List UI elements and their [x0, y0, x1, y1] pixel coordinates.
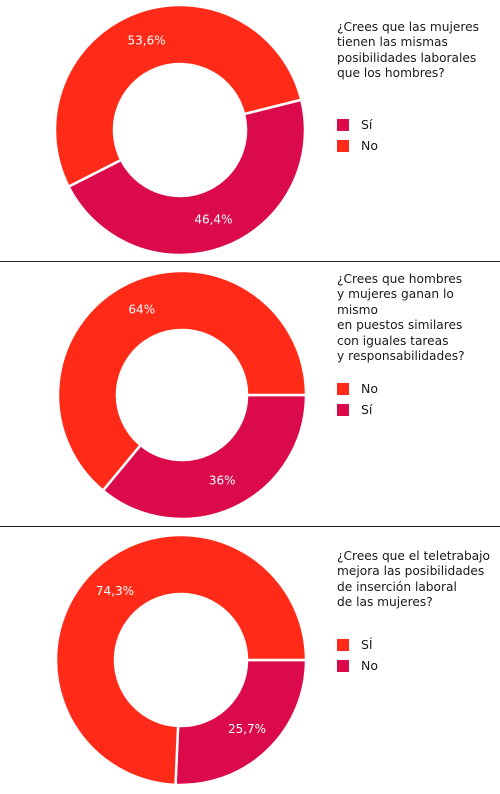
donut-chart-2: 36% 64%	[0, 262, 320, 526]
donut-chart-1: 46,4% 53,6%	[0, 0, 320, 261]
legend-item: No	[337, 378, 378, 399]
legend-label: No	[361, 138, 378, 153]
donut-chart-1-svg: 46,4% 53,6%	[53, 3, 307, 257]
chart-panel-1: 46,4% 53,6% ¿Crees que las mujeres tienen…	[0, 0, 500, 262]
data-label: 64%	[128, 302, 155, 316]
legend-swatch	[337, 118, 349, 131]
legend-label: Sí	[361, 402, 373, 417]
legend-3: SÍ No	[337, 634, 378, 676]
data-label: 46,4%	[194, 212, 232, 226]
legend-item: Sí	[337, 114, 378, 135]
pie-slice	[53, 3, 303, 189]
legend-swatch	[337, 139, 349, 152]
data-label: 53,6%	[128, 34, 166, 48]
question-1: ¿Crees que las mujeres tienen las mismas…	[337, 20, 479, 81]
donut-chart-3: 25,7% 74,3%	[0, 527, 320, 794]
legend-1: Sí No	[337, 114, 378, 156]
data-label: 74,3%	[96, 584, 134, 598]
legend-swatch	[337, 638, 349, 651]
data-label: 25,7%	[228, 722, 266, 736]
pie-slice	[56, 269, 308, 493]
donut-chart-2-svg: 36% 64%	[56, 269, 308, 521]
legend-item: Sí	[337, 399, 378, 420]
chart-panel-2: 36% 64% ¿Crees que hombres y mujeres gana…	[0, 262, 500, 527]
legend-label: No	[361, 381, 378, 396]
legend-item: SÍ	[337, 634, 378, 655]
legend-label: No	[361, 658, 378, 673]
question-3: ¿Crees que el teletrabajo mejora las pos…	[337, 549, 490, 610]
pie-slice	[174, 658, 308, 787]
pie-slice	[101, 393, 308, 521]
chart-panel-3: 25,7% 74,3% ¿Crees que el teletrabajo mej…	[0, 527, 500, 794]
pie-slice	[66, 98, 307, 257]
data-label: 36%	[209, 474, 236, 488]
legend-item: No	[337, 655, 378, 676]
legend-label: SÍ	[361, 637, 373, 652]
legend-item: No	[337, 135, 378, 156]
donut-chart-3-svg: 25,7% 74,3%	[54, 533, 308, 787]
legend-label: Sí	[361, 117, 373, 132]
legend-2: No Sí	[337, 378, 378, 420]
question-2: ¿Crees que hombres y mujeres ganan lo mi…	[337, 272, 465, 364]
pie-slice	[54, 533, 308, 787]
legend-swatch	[337, 659, 349, 672]
legend-swatch	[337, 382, 349, 395]
legend-swatch	[337, 403, 349, 416]
